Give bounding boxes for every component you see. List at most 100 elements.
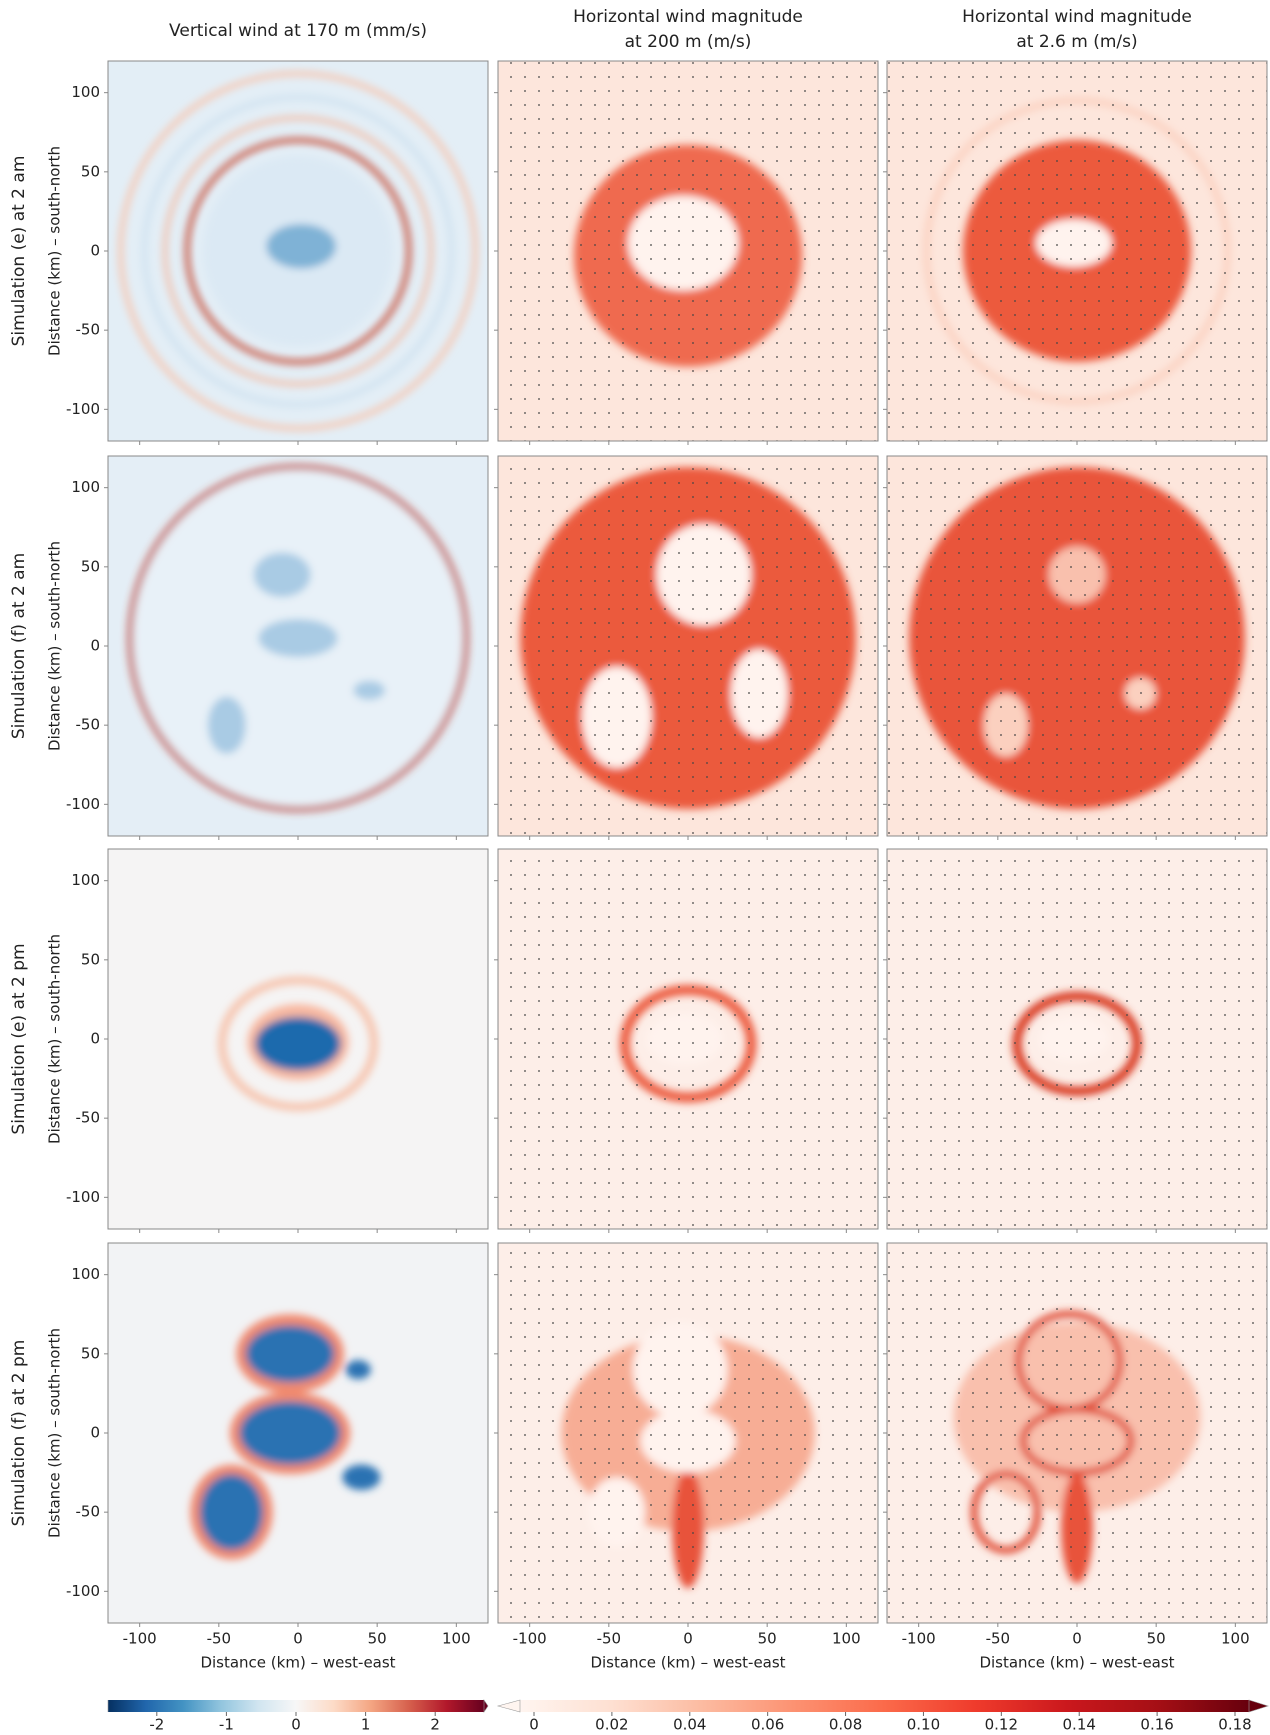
column-title: at 2.6 m (m/s) bbox=[1016, 32, 1137, 52]
y-tick-label: -50 bbox=[76, 716, 101, 734]
field-blob bbox=[345, 1360, 371, 1380]
heatmap bbox=[887, 456, 1267, 836]
quiver bbox=[887, 1243, 1267, 1623]
colorbar-tick-label: 1 bbox=[361, 1716, 371, 1734]
x-tick-label: 50 bbox=[758, 1630, 777, 1648]
x-axis-label: Distance (km) – west-east bbox=[979, 1654, 1174, 1672]
y-tick-label: -100 bbox=[66, 1188, 100, 1206]
heatmap bbox=[498, 456, 878, 836]
quiver bbox=[887, 849, 1267, 1229]
heatmap bbox=[498, 849, 878, 1229]
x-tick-label: -100 bbox=[123, 1630, 157, 1648]
field-blob bbox=[266, 224, 336, 269]
colorbar-tick-label: 0 bbox=[291, 1716, 301, 1734]
field bbox=[127, 464, 469, 812]
column-title: Horizontal wind magnitude bbox=[573, 7, 803, 27]
field bbox=[218, 976, 378, 1112]
field bbox=[118, 71, 478, 431]
field-blob bbox=[258, 619, 338, 658]
field-blob bbox=[245, 1325, 335, 1383]
row-title: Simulation (e) at 2 am bbox=[9, 156, 29, 347]
heatmap bbox=[108, 61, 488, 441]
x-tick-label: -50 bbox=[597, 1630, 622, 1648]
row-title: Simulation (f) at 2 am bbox=[9, 553, 29, 739]
field bbox=[190, 1314, 381, 1560]
column-title: at 200 m (m/s) bbox=[625, 32, 752, 52]
heatmap bbox=[108, 456, 488, 836]
quiver bbox=[498, 1243, 878, 1623]
colorbar-extend-low bbox=[496, 1699, 521, 1713]
y-tick-label: 50 bbox=[81, 950, 100, 968]
heatmap bbox=[887, 849, 1267, 1229]
x-axis-label: Distance (km) – west-east bbox=[200, 1654, 395, 1672]
y-tick-label: 50 bbox=[81, 557, 100, 575]
x-tick-label: 0 bbox=[293, 1630, 303, 1648]
y-tick-label: 0 bbox=[90, 637, 100, 655]
x-tick-label: 50 bbox=[1147, 1630, 1166, 1648]
heatmap bbox=[498, 1243, 878, 1623]
y-tick-label: 100 bbox=[71, 478, 100, 496]
row-title: Simulation (e) at 2 pm bbox=[9, 943, 29, 1134]
field-ring bbox=[141, 94, 455, 408]
heatmap bbox=[108, 849, 488, 1229]
y-tick-label: -100 bbox=[66, 795, 100, 813]
quiver bbox=[887, 61, 1267, 441]
x-tick-label: 0 bbox=[1072, 1630, 1082, 1648]
colorbar-tick-label: 0.08 bbox=[829, 1716, 862, 1734]
y-axis-label: Distance (km) – south-north bbox=[46, 1328, 64, 1538]
y-axis-label: Distance (km) – south-north bbox=[46, 541, 64, 751]
y-tick-label: -100 bbox=[66, 400, 100, 418]
colorbar-tick-label: 2 bbox=[430, 1716, 440, 1734]
x-tick-label: 100 bbox=[442, 1630, 471, 1648]
y-tick-label: -50 bbox=[76, 321, 101, 339]
y-tick-label: -50 bbox=[76, 1503, 101, 1521]
column-title: Horizontal wind magnitude bbox=[962, 7, 1192, 27]
heatmap bbox=[498, 61, 878, 441]
colorbar-tick-label: 0.02 bbox=[595, 1716, 628, 1734]
colorbar-tick-label: 0.18 bbox=[1218, 1716, 1251, 1734]
y-tick-label: -100 bbox=[66, 1582, 100, 1600]
field-ring bbox=[127, 464, 469, 812]
colorbar-tick-label: -1 bbox=[219, 1716, 234, 1734]
y-tick-label: -50 bbox=[76, 1109, 101, 1127]
heatmap bbox=[887, 61, 1267, 441]
field-ring bbox=[218, 976, 378, 1112]
field-blob bbox=[207, 696, 246, 754]
y-tick-label: 100 bbox=[71, 871, 100, 889]
quiver bbox=[498, 849, 878, 1229]
field-blob bbox=[253, 552, 311, 597]
y-tick-label: 0 bbox=[90, 1030, 100, 1048]
field-ring bbox=[184, 137, 412, 365]
x-tick-label: 100 bbox=[832, 1630, 861, 1648]
y-tick-label: 50 bbox=[81, 162, 100, 180]
field-blob bbox=[199, 1474, 264, 1551]
x-tick-label: -50 bbox=[207, 1630, 232, 1648]
heatmap bbox=[108, 1243, 488, 1623]
quiver bbox=[498, 61, 878, 441]
y-tick-label: 0 bbox=[90, 242, 100, 260]
field-blob bbox=[353, 680, 386, 700]
colorbar bbox=[520, 1700, 1249, 1712]
field-blob bbox=[342, 1464, 381, 1491]
field-ring bbox=[163, 116, 433, 386]
colorbar-tick-label: 0 bbox=[529, 1716, 539, 1734]
y-axis-label: Distance (km) – south-north bbox=[46, 146, 64, 356]
y-tick-label: 50 bbox=[81, 1344, 100, 1362]
y-tick-label: 0 bbox=[90, 1424, 100, 1442]
x-tick-label: -100 bbox=[902, 1630, 936, 1648]
field-ring bbox=[118, 71, 478, 431]
colorbar-tick-label: 0.12 bbox=[985, 1716, 1018, 1734]
x-tick-label: -50 bbox=[986, 1630, 1011, 1648]
x-tick-label: 100 bbox=[1221, 1630, 1250, 1648]
colorbar-extend-high bbox=[1248, 1699, 1269, 1713]
colorbar-extend-high bbox=[483, 1699, 489, 1713]
x-axis-label: Distance (km) – west-east bbox=[590, 1654, 785, 1672]
colorbar-tick-label: 0.06 bbox=[751, 1716, 784, 1734]
x-tick-label: -100 bbox=[513, 1630, 547, 1648]
y-axis-label: Distance (km) – south-north bbox=[46, 934, 64, 1144]
y-tick-label: 100 bbox=[71, 1265, 100, 1283]
colorbar-tick-label: 0.16 bbox=[1140, 1716, 1173, 1734]
colorbar-tick-label: 0.10 bbox=[907, 1716, 940, 1734]
y-tick-label: 100 bbox=[71, 83, 100, 101]
